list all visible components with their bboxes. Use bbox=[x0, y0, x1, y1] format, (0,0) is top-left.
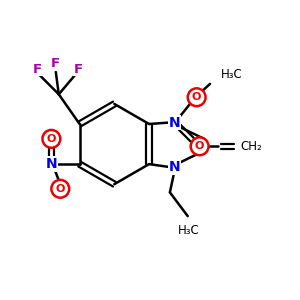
Text: O: O bbox=[192, 92, 201, 102]
Circle shape bbox=[191, 137, 208, 155]
Text: N: N bbox=[169, 116, 180, 130]
Circle shape bbox=[51, 180, 69, 198]
Text: O: O bbox=[56, 184, 65, 194]
Text: CH₂: CH₂ bbox=[240, 140, 262, 153]
Text: F: F bbox=[74, 62, 83, 76]
Circle shape bbox=[42, 130, 60, 148]
Text: H₃C: H₃C bbox=[220, 68, 242, 82]
Text: N: N bbox=[169, 160, 180, 174]
Text: F: F bbox=[51, 57, 60, 70]
Text: H₃C: H₃C bbox=[178, 224, 200, 238]
Text: O: O bbox=[47, 134, 56, 144]
Text: F: F bbox=[32, 62, 42, 76]
Text: N: N bbox=[46, 157, 57, 171]
Text: O: O bbox=[195, 141, 204, 151]
Circle shape bbox=[188, 88, 206, 106]
